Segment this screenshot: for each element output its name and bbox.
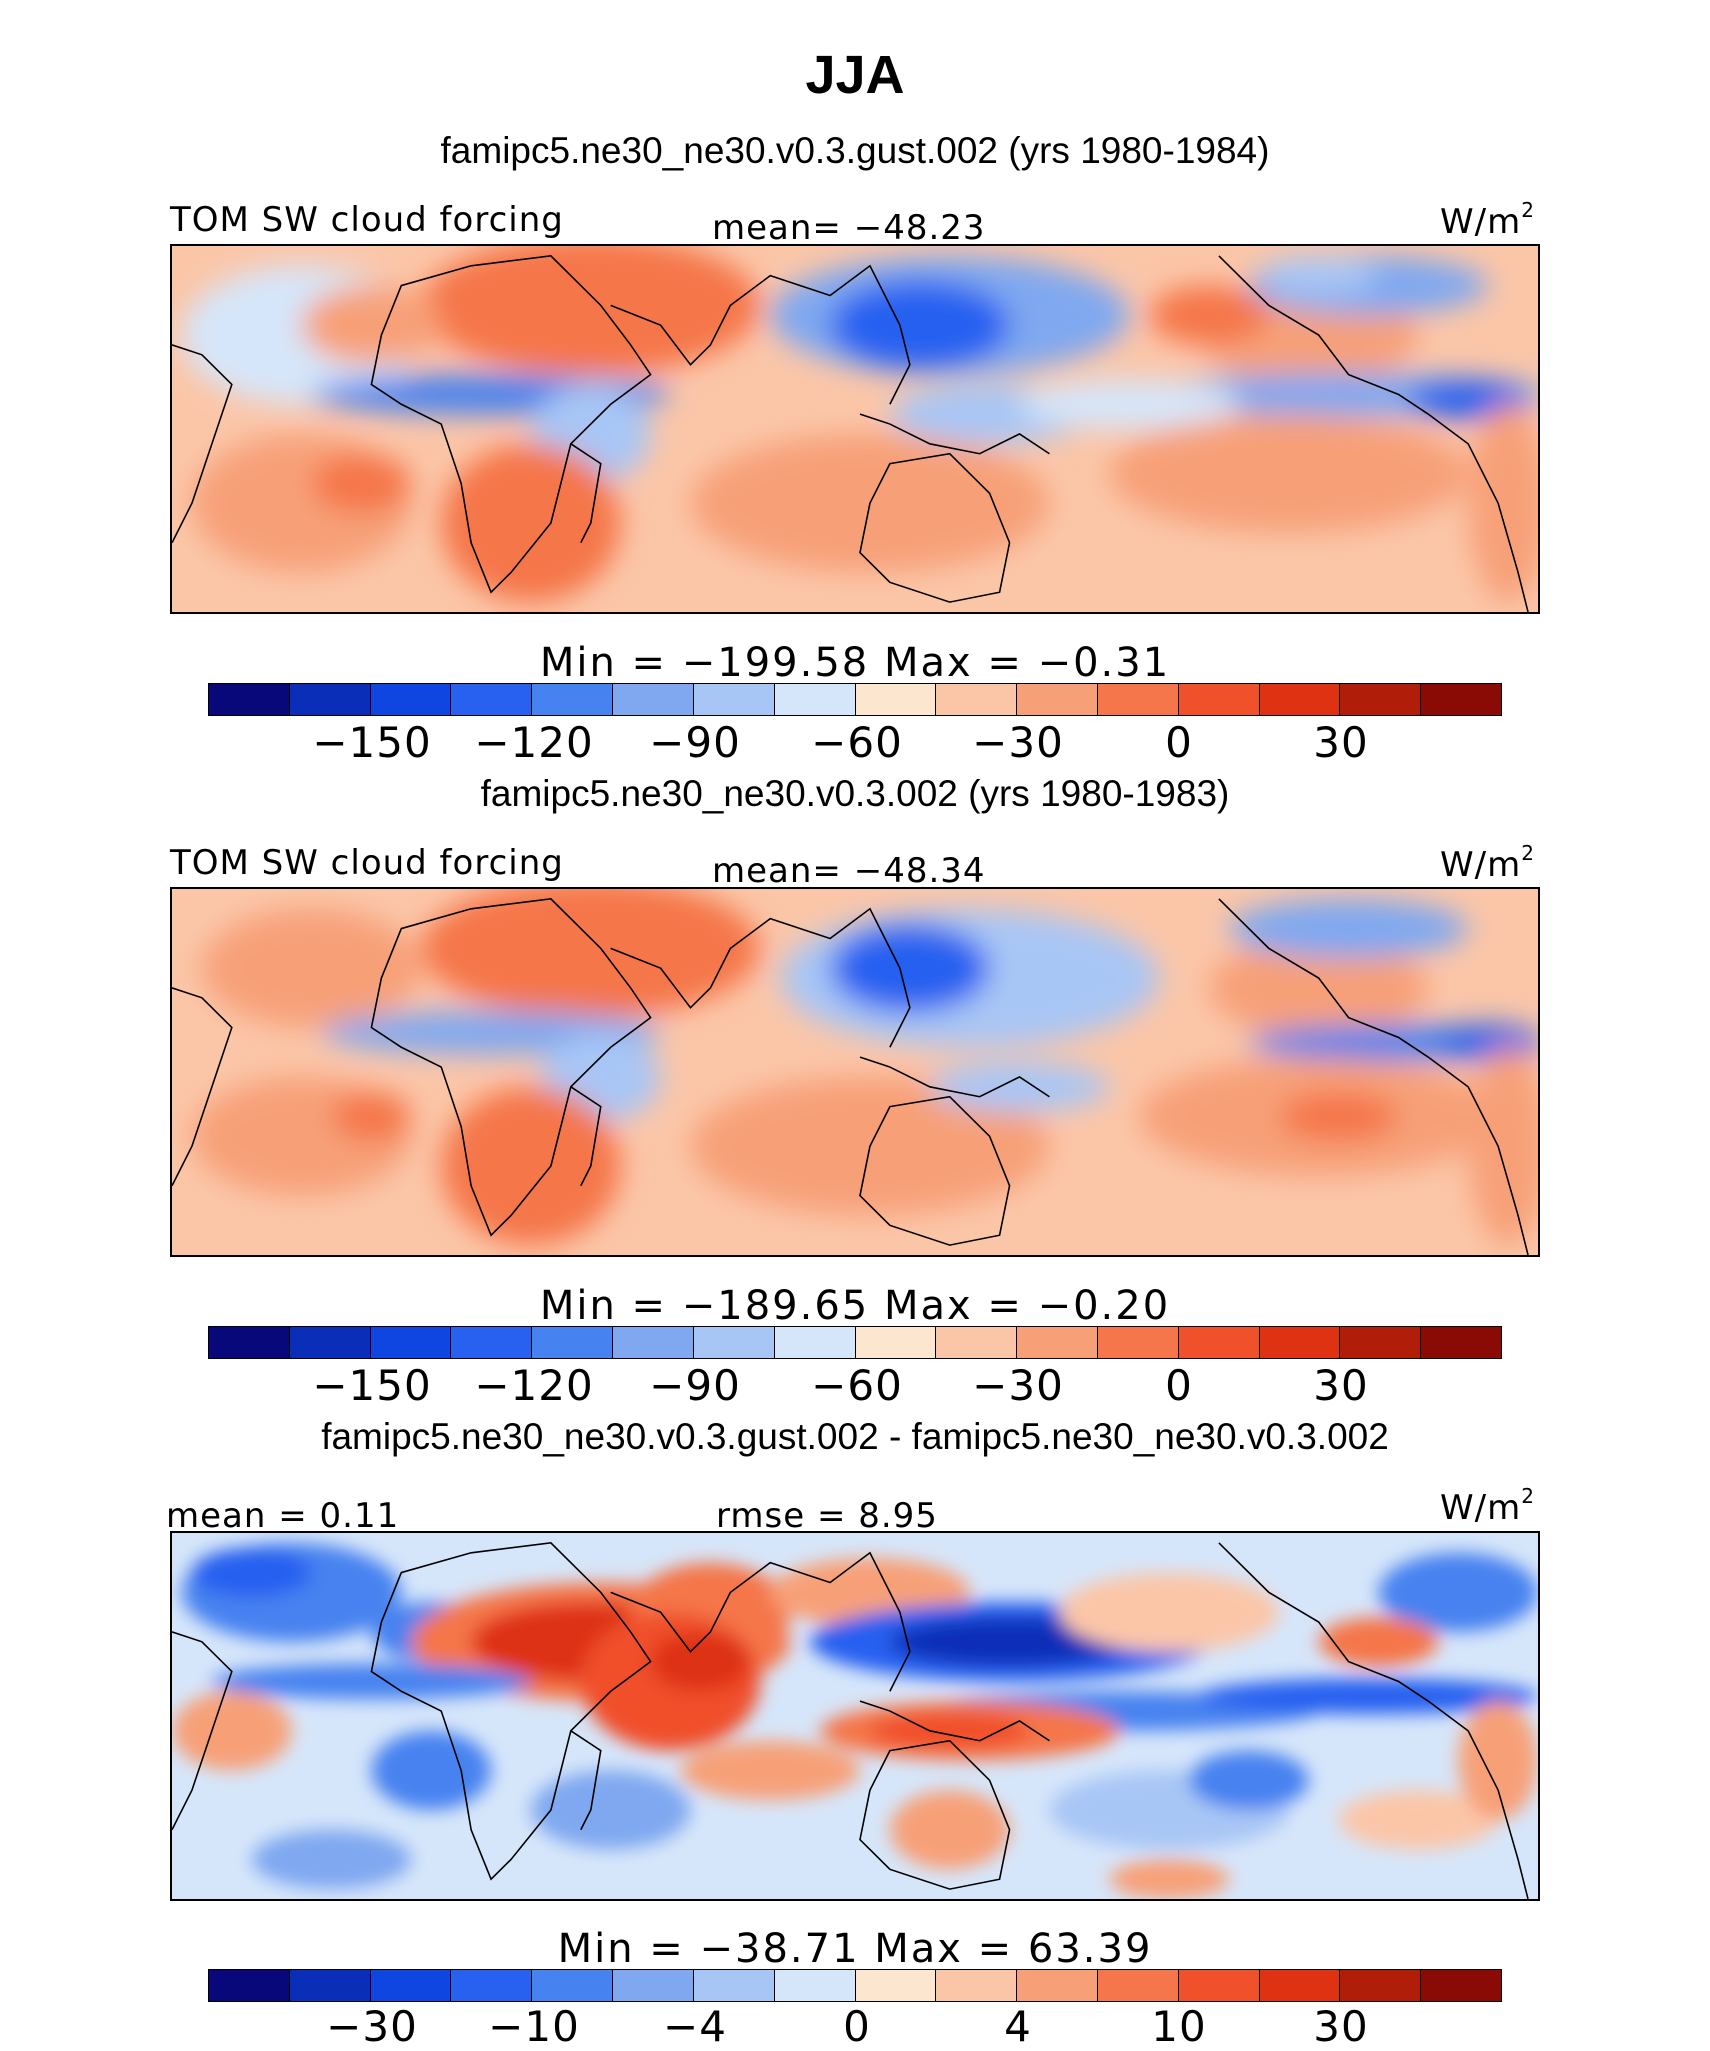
- panel-1-mean-label: mean= −48.23: [712, 208, 986, 248]
- panel-2-tick: 0: [1165, 1361, 1193, 1410]
- panel-3-mean-label: mean = 0.11: [166, 1496, 400, 1536]
- panel-1-tick: −120: [474, 718, 594, 767]
- colorbar-cell: [1259, 1970, 1341, 2001]
- colorbar-cell: [451, 1970, 533, 2001]
- panel-1-tick: −90: [649, 718, 741, 767]
- colorbar-cell: [855, 1327, 937, 1358]
- panel-3-map-svg: [172, 1533, 1538, 1899]
- colorbar-cell: [613, 1327, 694, 1358]
- colorbar-cell: [693, 1327, 775, 1358]
- panel-1-minmax: Min = −199.58 Max = −0.31: [539, 640, 1171, 686]
- colorbar-cell: [774, 1970, 856, 2001]
- colorbar-cell: [289, 1970, 371, 2001]
- panel-3-tick: −10: [488, 2002, 580, 2051]
- colorbar-cell: [613, 1970, 694, 2001]
- panel-2-map: [170, 887, 1540, 1257]
- panel-1-units: W/m2: [1440, 198, 1535, 242]
- panel-2-tick: 30: [1313, 1361, 1369, 1410]
- colorbar-cell: [774, 1327, 856, 1358]
- colorbar-cell: [209, 1327, 290, 1358]
- panel-3-minmax: Min = −38.71 Max = 63.39: [557, 1926, 1153, 1972]
- panel-3-tick: 4: [1004, 2002, 1032, 2051]
- colorbar-cell: [451, 684, 533, 715]
- colorbar-cell: [1178, 1970, 1260, 2001]
- colorbar-cell: [1421, 684, 1501, 715]
- colorbar-cell: [209, 684, 290, 715]
- panel-3-tick: −30: [326, 2002, 418, 2051]
- panel-3-case-title: famipc5.ne30_ne30.v0.3.gust.002 - famipc…: [321, 1416, 1389, 1457]
- panel-1-tick: −150: [312, 718, 432, 767]
- panel-3-rmse-label: rmse = 8.95: [716, 1496, 938, 1536]
- panel-3-units: W/m2: [1440, 1484, 1535, 1528]
- panel-1-colorbar: [208, 683, 1502, 716]
- panel-1-coastlines: [172, 255, 1529, 612]
- colorbar-cell: [1259, 1327, 1341, 1358]
- colorbar-cell: [451, 1327, 533, 1358]
- colorbar-cell: [855, 1970, 937, 2001]
- panel-1-variable-label: TOM SW cloud forcing: [170, 200, 564, 240]
- panel-1-tick: −60: [811, 718, 903, 767]
- colorbar-cell: [1017, 1970, 1098, 2001]
- panel-2-map-svg: [172, 889, 1538, 1255]
- colorbar-cell: [1259, 684, 1341, 715]
- colorbar-cell: [936, 684, 1018, 715]
- colorbar-cell: [209, 1970, 290, 2001]
- panel-3-coastlines: [172, 1542, 1529, 1899]
- panel-3-tick: 10: [1151, 2002, 1207, 2051]
- colorbar-cell: [1178, 1327, 1260, 1358]
- panel-2-tick: −150: [312, 1361, 432, 1410]
- colorbar-cell: [1340, 1970, 1422, 2001]
- panel-2-tick: −120: [474, 1361, 594, 1410]
- panel-1-case-title: famipc5.ne30_ne30.v0.3.gust.002 (yrs 198…: [440, 130, 1270, 171]
- panel-2-units: W/m2: [1440, 841, 1535, 885]
- colorbar-cell: [613, 684, 694, 715]
- colorbar-cell: [774, 684, 856, 715]
- colorbar-cell: [1421, 1970, 1501, 2001]
- colorbar-cell: [1097, 1327, 1179, 1358]
- colorbar-cell: [1340, 1327, 1422, 1358]
- colorbar-cell: [1421, 1327, 1501, 1358]
- colorbar-cell: [289, 1327, 371, 1358]
- panel-3-tick: 0: [843, 2002, 871, 2051]
- colorbar-cell: [532, 1327, 614, 1358]
- colorbar-cell: [370, 1327, 452, 1358]
- colorbar-cell: [1017, 684, 1098, 715]
- colorbar-cell: [532, 1970, 614, 2001]
- colorbar-cell: [693, 1970, 775, 2001]
- figure-title: JJA: [805, 45, 905, 105]
- colorbar-cell: [1097, 684, 1179, 715]
- colorbar-cell: [289, 684, 371, 715]
- panel-2-tick: −90: [649, 1361, 741, 1410]
- colorbar-cell: [1178, 684, 1260, 715]
- panel-1-tick: 30: [1313, 718, 1369, 767]
- colorbar-cell: [370, 1970, 452, 2001]
- colorbar-cell: [936, 1970, 1018, 2001]
- panel-1-map-svg: [172, 246, 1538, 612]
- panel-2-variable-label: TOM SW cloud forcing: [170, 843, 564, 883]
- colorbar-cell: [1340, 684, 1422, 715]
- panel-1-map: [170, 244, 1540, 614]
- panel-2-minmax: Min = −189.65 Max = −0.20: [539, 1283, 1171, 1329]
- panel-2-case-title: famipc5.ne30_ne30.v0.3.002 (yrs 1980-198…: [480, 773, 1230, 814]
- panel-3-tick: 30: [1313, 2002, 1369, 2051]
- panel-3-colorbar: [208, 1969, 1502, 2002]
- panel-2-colorbar: [208, 1326, 1502, 1359]
- panel-3-tick: −4: [663, 2002, 727, 2051]
- panel-1-tick: −30: [972, 718, 1064, 767]
- colorbar-cell: [936, 1327, 1018, 1358]
- panel-3-map: [170, 1531, 1540, 1901]
- panel-2-tick: −60: [811, 1361, 903, 1410]
- colorbar-cell: [370, 684, 452, 715]
- panel-1-tick: 0: [1165, 718, 1193, 767]
- colorbar-cell: [532, 684, 614, 715]
- colorbar-cell: [855, 684, 937, 715]
- panel-2-coastlines: [172, 898, 1529, 1255]
- colorbar-cell: [1017, 1327, 1098, 1358]
- panel-2-tick: −30: [972, 1361, 1064, 1410]
- panel-2-mean-label: mean= −48.34: [712, 851, 986, 891]
- colorbar-cell: [1097, 1970, 1179, 2001]
- colorbar-cell: [693, 684, 775, 715]
